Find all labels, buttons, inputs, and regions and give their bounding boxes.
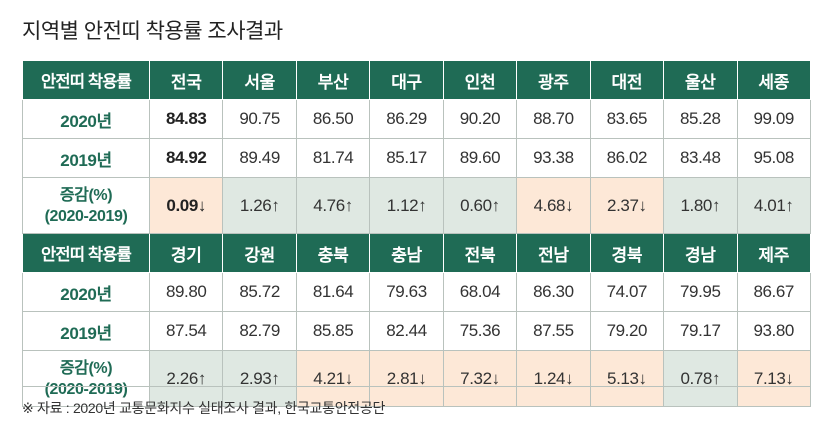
region-header-cell: 전북 [442, 233, 518, 273]
rate-cell: 86.50 [295, 99, 371, 139]
rate-cell: 68.04 [442, 272, 518, 312]
change-cell-up: 1.80↑ [663, 177, 738, 234]
change-cell-up: 1.12↑ [369, 177, 444, 234]
rate-cell: 85.72 [222, 272, 297, 312]
change-cell-down: 5.13↓ [589, 350, 665, 407]
row-label-header: 안전띠 착용률 [22, 233, 150, 273]
rate-cell: 90.20 [442, 99, 518, 139]
year-row-y2019: 2019년 87.54 82.79 85.85 82.44 75.36 87.55 79.20… [22, 311, 811, 351]
rate-cell: 85.17 [369, 138, 444, 178]
rate-cell: 93.38 [516, 138, 591, 178]
table-body: 안전띠 착용률 전국 서울 부산 대구 인천 광주 대전 울산 세종 2020년 84.83 90.75… [22, 60, 811, 407]
region-header-cell: 대전 [589, 60, 665, 100]
change-cell-down: 7.32↓ [442, 350, 518, 407]
row-label-y2019: 2019년 [22, 311, 150, 351]
rate-cell: 82.44 [369, 311, 444, 351]
change-cell-down: 4.21↓ [295, 350, 371, 407]
change-label-line2: (2020-2019) [44, 380, 128, 398]
rate-cell: 79.17 [663, 311, 738, 351]
row-label-change: 증감(%) (2020-2019) [22, 350, 150, 407]
rate-cell: 87.55 [516, 311, 591, 351]
change-label-line1: 증감(%) [59, 186, 113, 204]
region-header-row: 안전띠 착용률 경기 강원 충북 충남 전북 전남 경북 경남 제주 [22, 233, 811, 273]
region-header-cell: 충남 [369, 233, 444, 273]
region-header-cell: 충북 [295, 233, 371, 273]
change-cell-up: 1.26↑ [222, 177, 297, 234]
row-label-y2019: 2019년 [22, 138, 150, 178]
rate-cell: 87.54 [148, 311, 224, 351]
change-cell-up: 0.60↑ [442, 177, 518, 234]
region-header-cell: 경기 [148, 233, 224, 273]
region-header-cell: 부산 [295, 60, 371, 100]
page-title: 지역별 안전띠 착용률 조사결과 [22, 20, 283, 43]
region-header-cell: 대구 [369, 60, 444, 100]
row-label-y2020: 2020년 [22, 99, 150, 139]
rate-cell: 82.79 [222, 311, 297, 351]
rate-cell: 86.29 [369, 99, 444, 139]
rate-cell: 79.95 [663, 272, 738, 312]
rate-cell: 88.70 [516, 99, 591, 139]
rate-cell: 86.02 [589, 138, 665, 178]
rate-cell: 95.08 [736, 138, 811, 178]
region-header-cell: 인천 [442, 60, 518, 100]
change-cell-up: 0.78↑ [663, 350, 738, 407]
rate-cell: 79.20 [589, 311, 665, 351]
region-header-cell: 제주 [736, 233, 811, 273]
year-row-y2020: 2020년 89.80 85.72 81.64 79.63 68.04 86.30 74.07… [22, 272, 811, 312]
year-row-y2019: 2019년 84.92 89.49 81.74 85.17 89.60 93.38 86.02… [22, 138, 811, 178]
source-note: ※ 자료 : 2020년 교통문화지수 실태조사 결과, 한국교통안전공단 [22, 400, 386, 416]
change-cell-down: 2.81↓ [369, 350, 444, 407]
change-cell-up: 2.93↑ [222, 350, 297, 407]
rate-cell: 83.65 [589, 99, 665, 139]
rate-cell: 99.09 [736, 99, 811, 139]
change-cell-up: 4.01↑ [736, 177, 811, 234]
rate-cell: 93.80 [736, 311, 811, 351]
change-cell-down: 0.09↓ [148, 177, 224, 234]
change-row: 증감(%) (2020-2019) 0.09↓ 1.26↑ 4.76↑ 1.12↑ 0.60… [22, 177, 811, 234]
year-row-y2020: 2020년 84.83 90.75 86.50 86.29 90.20 88.70 83.65… [22, 99, 811, 139]
region-header-cell: 강원 [222, 233, 297, 273]
rate-cell: 84.92 [148, 138, 224, 178]
rate-cell: 89.80 [148, 272, 224, 312]
row-label-header: 안전띠 착용률 [22, 60, 150, 100]
change-row: 증감(%) (2020-2019) 2.26↑ 2.93↑ 4.21↓ 2.81↓ 7.32… [22, 350, 811, 407]
row-label-y2020: 2020년 [22, 272, 150, 312]
region-header-cell: 서울 [222, 60, 297, 100]
rate-cell: 85.28 [663, 99, 738, 139]
seatbelt-rate-table: 안전띠 착용률 전국 서울 부산 대구 인천 광주 대전 울산 세종 2020년 84.83 90.75… [22, 60, 811, 407]
row-label-change: 증감(%) (2020-2019) [22, 177, 150, 234]
region-header-cell: 경북 [589, 233, 665, 273]
change-cell-down: 2.37↓ [589, 177, 665, 234]
table-bottom-rule [22, 386, 810, 387]
rate-cell: 83.48 [663, 138, 738, 178]
rate-cell: 90.75 [222, 99, 297, 139]
rate-cell: 86.30 [516, 272, 591, 312]
region-header-cell: 울산 [663, 60, 738, 100]
rate-cell: 89.60 [442, 138, 518, 178]
region-header-cell: 세종 [736, 60, 811, 100]
region-header-cell: 경남 [663, 233, 738, 273]
change-cell-down: 4.68↓ [516, 177, 591, 234]
rate-cell: 81.64 [295, 272, 371, 312]
region-header-cell: 광주 [516, 60, 591, 100]
rate-cell: 84.83 [148, 99, 224, 139]
change-label-line1: 증감(%) [59, 359, 113, 377]
change-cell-down: 7.13↓ [736, 350, 811, 407]
region-header-cell: 전국 [148, 60, 224, 100]
rate-cell: 85.85 [295, 311, 371, 351]
rate-cell: 75.36 [442, 311, 518, 351]
change-cell-up: 4.76↑ [295, 177, 371, 234]
region-header-row: 안전띠 착용률 전국 서울 부산 대구 인천 광주 대전 울산 세종 [22, 60, 811, 100]
region-header-cell: 전남 [516, 233, 591, 273]
rate-cell: 79.63 [369, 272, 444, 312]
rate-cell: 81.74 [295, 138, 371, 178]
change-cell-down: 1.24↓ [516, 350, 591, 407]
change-label-line2: (2020-2019) [44, 207, 128, 225]
rate-cell: 89.49 [222, 138, 297, 178]
rate-cell: 86.67 [736, 272, 811, 312]
rate-cell: 74.07 [589, 272, 665, 312]
change-cell-up: 2.26↑ [148, 350, 224, 407]
